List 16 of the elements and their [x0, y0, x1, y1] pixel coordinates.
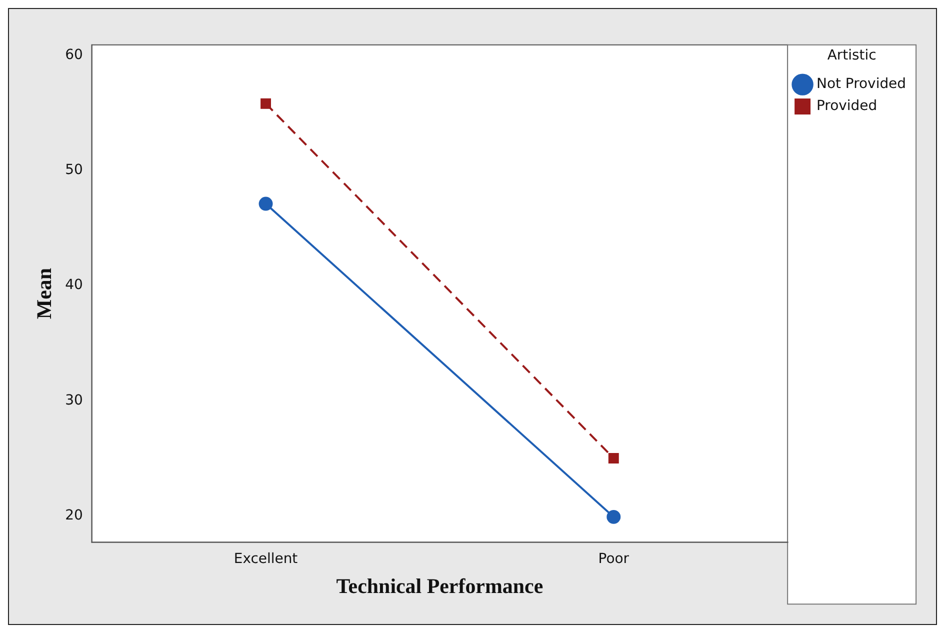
- y-axis-title: Mean: [32, 268, 56, 320]
- y-tick-label: 60: [65, 46, 83, 63]
- point: [258, 196, 273, 211]
- point: [260, 98, 272, 109]
- legend-label: Provided: [816, 98, 878, 114]
- y-tick-label: 30: [65, 392, 83, 408]
- legend-title: Artistic: [827, 47, 876, 64]
- x-tick-label: Excellent: [234, 551, 298, 568]
- point: [608, 452, 619, 464]
- y-tick-label: 20: [65, 507, 83, 524]
- point: [606, 510, 621, 524]
- y-tick-label: 50: [65, 162, 83, 178]
- y-tick-label: 40: [65, 277, 83, 294]
- x-axis-title: Technical Performance: [336, 574, 544, 598]
- legend-label: Not Provided: [816, 76, 906, 92]
- x-tick-label: Poor: [598, 551, 630, 568]
